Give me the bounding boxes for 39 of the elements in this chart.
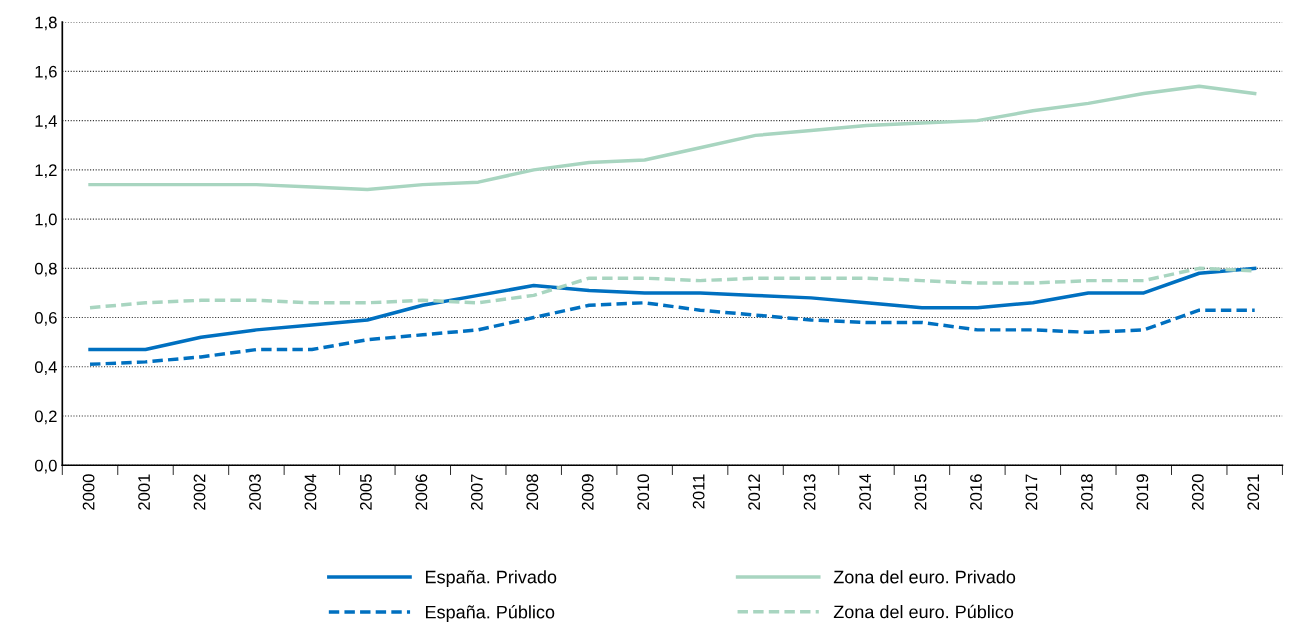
x-tick-label: 2012: [748, 474, 761, 510]
x-tick-label: 2009: [581, 474, 594, 510]
x-tick-label: 2007: [470, 474, 483, 510]
y-tick-label: 0,8: [34, 262, 57, 277]
x-tick-label: 2017: [1025, 474, 1038, 510]
line-series: [88, 301, 1257, 367]
y-tick-label: 0,6: [34, 311, 57, 326]
x-tick-label: 2014: [859, 474, 871, 510]
y-tick-label: 1,0: [35, 213, 57, 228]
x-tick-label: 2018: [1080, 474, 1093, 510]
y-tick-label: 1,8: [35, 16, 57, 31]
x-tick-label: 2001: [138, 474, 150, 510]
x-tick-label: 2020: [1191, 474, 1204, 510]
x-tick-label: 2008: [526, 474, 539, 510]
y-tick-label: 1,4: [35, 115, 57, 129]
y-tick-label: 0,2: [34, 410, 57, 425]
x-tick-label: 2013: [803, 474, 816, 510]
line-series: [88, 84, 1257, 192]
x-tick-label: 2005: [360, 474, 372, 510]
y-tick-label: 1,2: [35, 164, 57, 179]
y-tick-label: 0,4: [34, 361, 57, 375]
legend-label: España. Público: [426, 605, 555, 623]
x-tick-label: 2006: [415, 474, 428, 510]
x-tick-label: 2002: [193, 474, 206, 510]
x-tick-label: 2019: [1136, 474, 1149, 510]
legend-label: Zona del euro. Privado: [833, 570, 1016, 584]
legend-label: España. Privado: [426, 570, 557, 587]
x-tick-label: 2000: [82, 474, 95, 510]
y-tick-label: 1,6: [35, 65, 57, 80]
x-tick-label: 2011: [692, 474, 705, 509]
x-tick-label: 2016: [970, 474, 982, 510]
x-tick-label: 2015: [914, 474, 927, 510]
legend-label: Zona del euro. Público: [833, 604, 1014, 619]
x-tick-label: 2010: [637, 474, 650, 510]
x-tick-label: 2021: [1247, 474, 1260, 510]
y-tick-label: 0,0: [34, 459, 57, 474]
line-series: [88, 266, 1257, 352]
x-tick-label: 2003: [249, 474, 261, 510]
x-tick-label: 2004: [304, 474, 317, 510]
